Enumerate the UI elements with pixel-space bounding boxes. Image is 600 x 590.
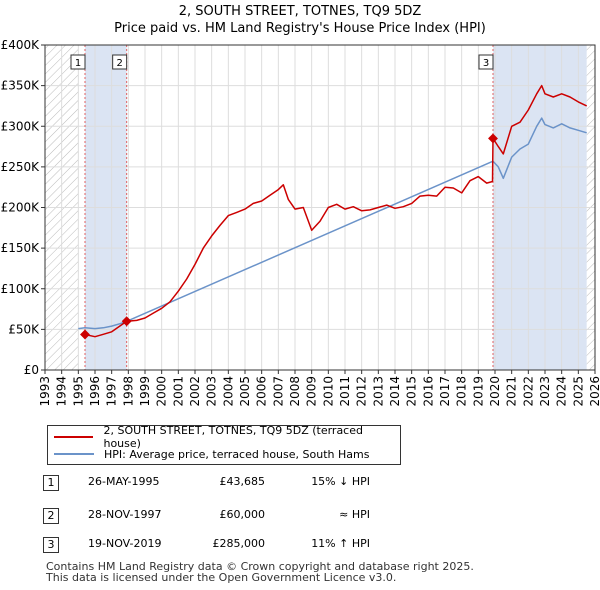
x-tick-label: 2022 xyxy=(521,376,535,407)
sale-label: 2 xyxy=(116,58,122,69)
transaction-date: 26-MAY-1995 xyxy=(88,475,160,488)
x-tick-label: 1995 xyxy=(71,376,85,407)
transaction-price: £60,000 xyxy=(219,508,266,521)
sale-label-box xyxy=(478,54,494,70)
y-tick-label: £400K xyxy=(1,38,41,52)
x-tick-label: 2003 xyxy=(205,376,219,407)
sale-point xyxy=(488,133,498,144)
transaction-marker: 3 xyxy=(43,537,59,553)
y-tick-label: £0 xyxy=(24,363,39,377)
x-tick-label: 2013 xyxy=(371,376,385,407)
y-tick-label: £150K xyxy=(1,241,41,255)
x-tick-label: 2019 xyxy=(471,376,485,407)
transaction-vs-hpi: 15% ↓ HPI xyxy=(311,475,370,488)
x-tick-label: 1997 xyxy=(105,376,119,407)
x-tick-label: 2025 xyxy=(571,376,585,407)
x-tick-label: 2005 xyxy=(238,376,252,407)
legend-swatch-property xyxy=(54,436,94,438)
x-tick-label: 2020 xyxy=(488,376,502,407)
hpi-line xyxy=(78,117,587,330)
transaction-marker: 2 xyxy=(43,508,59,524)
x-tick-label: 2007 xyxy=(271,376,285,407)
transaction-vs-hpi: 11% ↑ HPI xyxy=(311,537,370,550)
x-tick-label: 1993 xyxy=(38,376,52,407)
x-tick-label: 1994 xyxy=(55,376,69,407)
legend-label-hpi: HPI: Average price, terraced house, Sout… xyxy=(104,447,370,461)
y-tick-label: £50K xyxy=(8,322,40,336)
chart-title: 2, SOUTH STREET, TOTNES, TQ9 5DZ Price p… xyxy=(0,3,600,37)
y-tick-label: £200K xyxy=(1,201,41,215)
x-tick-label: 2000 xyxy=(155,376,169,407)
x-tick-label: 2023 xyxy=(538,376,552,407)
x-tick-label: 2009 xyxy=(305,376,319,407)
x-tick-label: 2011 xyxy=(338,376,352,407)
footer-licence: This data is licensed under the Open Gov… xyxy=(46,571,397,584)
y-tick-label: £300K xyxy=(1,119,41,133)
y-tick-label: £250K xyxy=(1,160,41,174)
sale-label-box xyxy=(70,54,86,70)
sale-label: 1 xyxy=(75,58,81,69)
x-tick-label: 1996 xyxy=(88,376,102,407)
x-tick-label: 2018 xyxy=(455,376,469,407)
y-tick-label: £100K xyxy=(1,282,41,296)
x-tick-label: 2001 xyxy=(171,376,185,407)
transaction-marker: 1 xyxy=(43,475,59,491)
x-tick-label: 1999 xyxy=(138,376,152,407)
transaction-date: 19-NOV-2019 xyxy=(88,537,162,550)
x-tick-label: 2010 xyxy=(321,376,335,407)
x-tick-label: 2024 xyxy=(555,376,569,407)
legend-item-property: 2, SOUTH STREET, TOTNES, TQ9 5DZ (terrac… xyxy=(54,424,400,450)
x-tick-label: 2002 xyxy=(188,376,202,407)
footer: Contains HM Land Registry data © Crown c… xyxy=(46,561,474,583)
sale-label: 3 xyxy=(483,58,489,69)
x-tick-label: 2006 xyxy=(255,376,269,407)
transaction-vs-hpi: ≈ HPI xyxy=(339,508,370,521)
x-tick-label: 2017 xyxy=(438,376,452,407)
footer-copyright: Contains HM Land Registry data © Crown c… xyxy=(46,560,474,573)
x-tick-label: 2016 xyxy=(421,376,435,407)
x-tick-label: 2021 xyxy=(505,376,519,407)
x-tick-label: 2012 xyxy=(355,376,369,407)
title-address: 2, SOUTH STREET, TOTNES, TQ9 5DZ xyxy=(178,4,422,19)
legend-item-hpi: HPI: Average price, terraced house, Sout… xyxy=(54,446,369,462)
x-tick-label: 2026 xyxy=(588,376,600,407)
title-subtitle: Price paid vs. HM Land Registry's House … xyxy=(114,21,486,36)
x-tick-label: 2014 xyxy=(388,376,402,407)
y-tick-label: £350K xyxy=(1,79,41,93)
x-tick-label: 2008 xyxy=(288,376,302,407)
transaction-price: £43,685 xyxy=(219,475,266,488)
x-tick-label: 2015 xyxy=(405,376,419,407)
legend-swatch-hpi xyxy=(54,453,94,455)
transaction-price: £285,000 xyxy=(212,537,266,550)
property-price-line xyxy=(84,84,588,338)
sale-label-box xyxy=(112,54,128,70)
x-tick-label: 1998 xyxy=(121,376,135,407)
legend: 2, SOUTH STREET, TOTNES, TQ9 5DZ (terrac… xyxy=(47,424,401,465)
legend-label-property: 2, SOUTH STREET, TOTNES, TQ9 5DZ (terrac… xyxy=(103,424,363,450)
transaction-date: 28-NOV-1997 xyxy=(88,508,162,521)
x-tick-label: 2004 xyxy=(221,376,235,407)
